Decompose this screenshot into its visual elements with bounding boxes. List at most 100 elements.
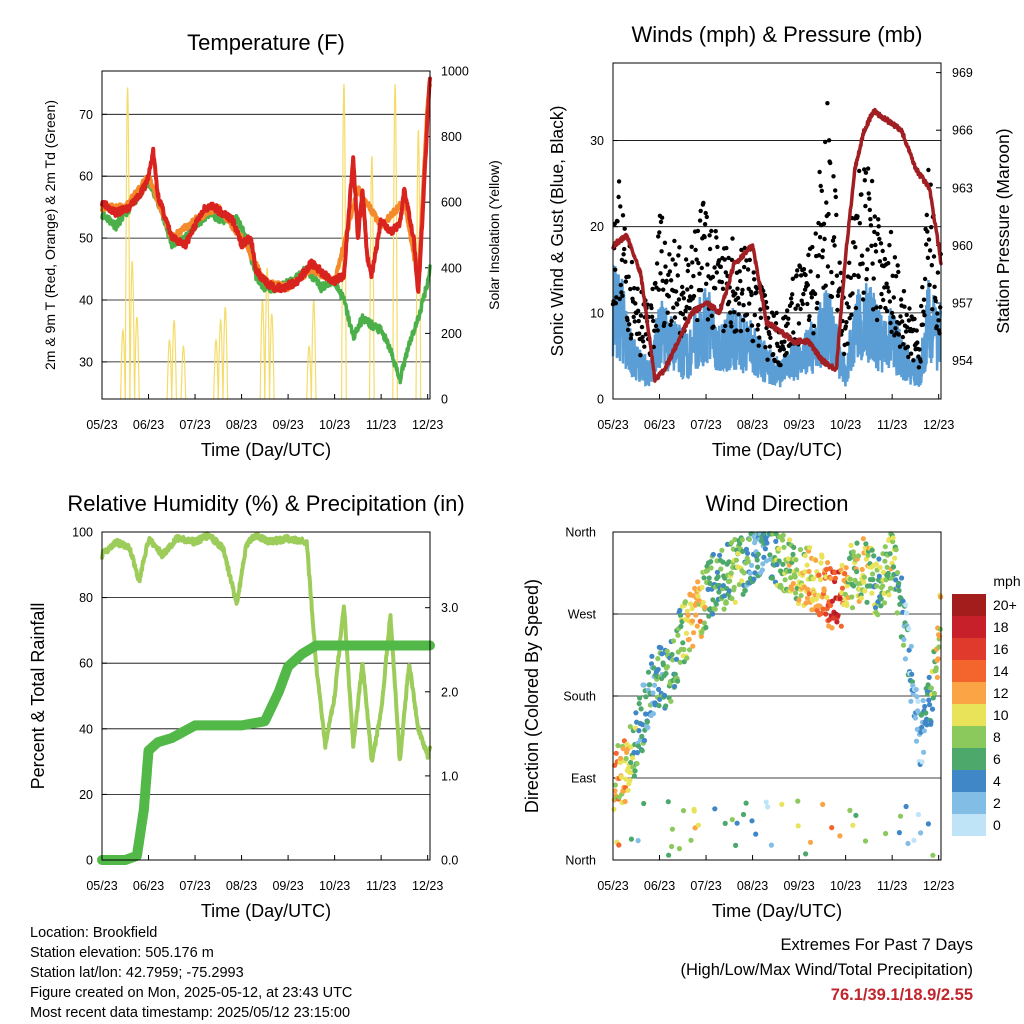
temperature-solar-series: [217, 318, 224, 400]
winds-gust-point: [752, 312, 757, 318]
winds-gust-point: [865, 166, 871, 171]
winds-gust-point: [668, 322, 673, 327]
direction-scatter-point: [722, 820, 728, 827]
winds-gust-point: [767, 344, 773, 349]
temperature-y2tick-label: 600: [441, 196, 462, 210]
direction-scatter-point: [810, 576, 817, 582]
winds-gust-point: [796, 321, 802, 326]
direction-scatter-point: [698, 633, 705, 640]
temperature-ytick-label: 50: [79, 232, 93, 246]
direction-scatter-point: [893, 577, 899, 583]
direction-scatter-point: [802, 553, 808, 559]
temperature-ytick-label: 30: [79, 355, 93, 369]
direction-scatter-point: [835, 612, 841, 619]
winds-gust-point: [808, 269, 813, 274]
direction-scatter-point: [728, 570, 734, 576]
direction-scatter-point: [641, 737, 648, 744]
direction-scatter-point: [701, 620, 708, 626]
winds-xtick-label: 05/23: [597, 418, 628, 432]
humidity-xtick-label: 05/23: [86, 879, 117, 893]
direction-scatter-point: [726, 559, 732, 565]
colorbar-label: 18: [993, 619, 1009, 635]
direction-scatter-point: [834, 619, 840, 625]
winds-gust-point: [750, 338, 756, 344]
direction-scatter-point: [710, 611, 716, 617]
winds-gust-point: [929, 263, 934, 268]
winds-gust-point: [658, 219, 664, 225]
direction-scatter-point: [680, 640, 686, 646]
winds-gust-point: [628, 336, 634, 341]
winds-gust-point: [876, 217, 881, 222]
winds-gust-point: [663, 264, 668, 269]
direction-scatter-point: [645, 669, 652, 675]
colorbar-title: mph: [993, 573, 1020, 589]
winds-gust-point: [705, 317, 711, 322]
temperature-ytick-label: 70: [79, 108, 93, 122]
direction-ytick-label: West: [568, 608, 597, 622]
direction-scatter-point: [676, 846, 683, 852]
winds-gust-point: [872, 229, 877, 235]
direction-scatter-point: [807, 839, 814, 845]
winds-xtick-label: 09/23: [783, 418, 814, 432]
winds-gust-point: [862, 167, 867, 172]
winds-gust-point: [681, 296, 687, 301]
winds-gust-point: [863, 203, 868, 209]
winds-ytick-label: 30: [590, 134, 604, 148]
direction-scatter-point: [648, 661, 655, 667]
direction-scatter-point: [729, 817, 735, 823]
winds-gust-point: [765, 357, 770, 362]
direction-scatter-point: [901, 636, 907, 643]
direction-scatter-point: [663, 670, 669, 677]
direction-scatter-point: [850, 822, 856, 828]
winds-gust-point: [859, 253, 865, 258]
temperature-ytick-label: 60: [79, 170, 93, 184]
winds-gust-point: [830, 280, 835, 286]
direction-scatter-point: [664, 664, 671, 670]
humidity-ytick-label: 20: [79, 788, 93, 802]
winds-gust-point: [819, 188, 824, 193]
winds-gust-point: [891, 314, 896, 320]
winds-gust-point: [902, 304, 907, 309]
winds-gust-point: [925, 255, 931, 260]
winds-gust-point: [738, 328, 744, 334]
winds-gust-point: [790, 276, 795, 281]
winds-gust-point: [772, 358, 778, 364]
winds-gust-point: [659, 249, 664, 254]
winds-gust-point: [713, 286, 718, 291]
winds-gust-point: [699, 265, 704, 271]
winds-gust-point: [884, 281, 889, 286]
winds-gust-point: [829, 294, 835, 299]
direction-scatter-point: [928, 685, 935, 691]
winds-gust-point: [737, 269, 742, 274]
temperature-plot-frame: [101, 70, 431, 400]
humidity-xtick-label: 12/23: [412, 879, 443, 893]
direction-xtick-label: 05/23: [597, 879, 628, 893]
direction-scatter-point: [729, 595, 735, 602]
temperature-y2tick-label: 200: [441, 327, 462, 341]
winds-gust-point: [878, 241, 884, 246]
winds-gust-point: [636, 318, 641, 324]
direction-scatter-point: [849, 594, 855, 600]
direction-scatter-point: [843, 565, 849, 571]
direction-scatter-point: [664, 648, 670, 654]
direction-scatter-point: [928, 719, 934, 725]
humidity-xtick-label: 08/23: [226, 879, 257, 893]
winds-gust-point: [935, 270, 941, 275]
direction-scatter-point: [875, 612, 881, 618]
direction-scatter-point: [712, 806, 718, 812]
direction-scatter-point: [923, 710, 929, 716]
direction-scatter-point: [781, 544, 787, 550]
winds-gust-point: [660, 278, 665, 283]
winds-gust-point: [885, 285, 890, 290]
winds-gust-point: [785, 308, 790, 313]
winds-gust-point: [857, 221, 862, 226]
winds-gust-point: [830, 238, 836, 243]
direction-scatter-point: [780, 561, 786, 567]
direction-scatter-point: [643, 711, 649, 717]
winds-gust-point: [735, 295, 741, 301]
winds-gust-point: [736, 312, 741, 317]
direction-scatter-point: [886, 592, 892, 598]
winds-gust-point: [904, 312, 909, 318]
winds-gust-point: [785, 321, 790, 326]
